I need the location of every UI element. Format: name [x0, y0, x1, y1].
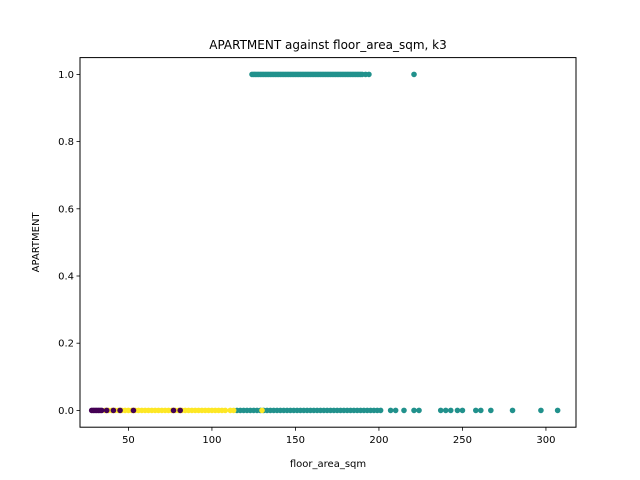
data-point	[416, 407, 422, 414]
data-point	[259, 407, 265, 414]
data-point	[401, 407, 407, 414]
data-point	[538, 407, 544, 414]
chart-title: APARTMENT against floor_area_sqm, k3	[209, 38, 446, 52]
data-point	[170, 407, 177, 414]
data-point	[117, 407, 123, 414]
data-point	[103, 407, 110, 414]
data-point	[98, 407, 105, 414]
y-tick-label: 1.0	[58, 70, 74, 81]
data-point	[478, 407, 484, 414]
x-tick-label: 200	[369, 435, 388, 446]
x-axis-ticks: 50 100 150 200 250 300	[122, 427, 555, 446]
y-tick-label: 0.4	[58, 272, 74, 283]
data-point	[459, 407, 466, 414]
data-point	[411, 71, 417, 78]
data-point	[366, 71, 372, 78]
data-point	[377, 407, 384, 414]
data-points	[88, 71, 561, 414]
data-point	[230, 407, 237, 414]
data-point	[110, 407, 117, 414]
data-point	[554, 407, 561, 414]
x-axis-label: floor_area_sqm	[290, 459, 366, 470]
y-axis-ticks: 0.0 0.2 0.4 0.6 0.8 1.0	[58, 70, 80, 417]
data-point	[442, 407, 449, 414]
y-tick-label: 0.6	[58, 204, 74, 215]
y-tick-label: 0.2	[58, 339, 74, 350]
data-point	[437, 407, 444, 414]
data-point	[447, 407, 454, 414]
x-tick-label: 150	[286, 435, 305, 446]
y-tick-label: 0.8	[58, 137, 74, 148]
data-point	[454, 407, 461, 414]
data-point	[473, 407, 479, 414]
x-tick-label: 250	[453, 435, 472, 446]
y-tick-label: 0.0	[58, 406, 74, 417]
data-point	[177, 407, 183, 414]
data-point	[411, 407, 417, 414]
data-point	[488, 407, 494, 414]
x-tick-label: 100	[202, 435, 221, 446]
data-point	[387, 407, 394, 414]
data-point	[509, 407, 516, 414]
data-point	[392, 407, 399, 414]
x-tick-label: 50	[122, 435, 135, 446]
data-point	[222, 407, 229, 414]
y-axis-label: APARTMENT	[31, 212, 42, 273]
data-point	[130, 407, 137, 414]
x-tick-label: 300	[536, 435, 555, 446]
plot-frame	[79, 57, 577, 428]
